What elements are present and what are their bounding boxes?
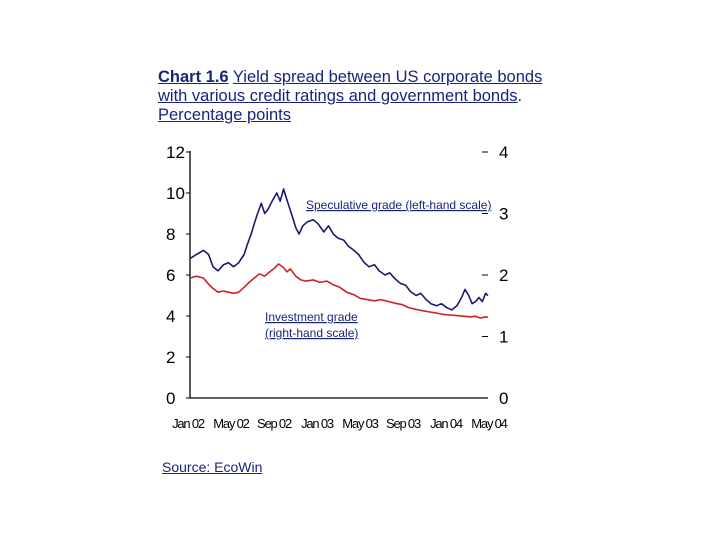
investment-annotation-line2: (right-hand scale): [265, 326, 358, 340]
source-note: Source: EcoWin: [162, 459, 263, 475]
left-tick-label: 10: [166, 184, 185, 203]
left-tick-label: 12: [166, 143, 185, 162]
investment-grade-line: [189, 263, 489, 319]
left-tick-label: 2: [166, 348, 175, 367]
x-tick-label: Sep 03: [386, 416, 421, 431]
speculative-annotation: Speculative grade (left-hand scale): [306, 198, 491, 212]
chart-title: Chart 1.6 Yield spread between US corpor…: [158, 68, 558, 125]
chart-unit: Percentage points: [158, 106, 292, 124]
left-tick-label: 0: [166, 389, 175, 408]
right-tick-label: 3: [499, 205, 508, 224]
plot-frame: [189, 151, 488, 399]
speculative-grade-line: [189, 188, 489, 311]
x-tick-label: May 02: [213, 416, 249, 431]
x-tick-label: Jan 03: [301, 416, 334, 431]
chart-number: Chart 1.6: [158, 68, 229, 86]
right-tick-label: 2: [499, 266, 508, 285]
chart-title-text: Yield spread between US corporate bonds …: [158, 68, 543, 105]
investment-annotation-line1: Investment grade: [265, 310, 358, 324]
left-tick-label: 8: [166, 225, 175, 244]
x-tick-label: Jan 04: [430, 416, 463, 431]
title-separator: .: [517, 87, 523, 105]
x-tick-label: May 04: [471, 416, 507, 431]
right-tick-label: 4: [499, 143, 508, 162]
left-tick-label: 4: [166, 307, 175, 326]
x-tick-label: May 03: [342, 416, 378, 431]
x-tick-label: Sep 02: [257, 416, 292, 431]
right-tick-label: 0: [499, 389, 508, 408]
left-tick-label: 6: [166, 266, 175, 285]
right-tick-label: 1: [499, 328, 508, 347]
x-tick-label: Jan 02: [172, 416, 205, 431]
